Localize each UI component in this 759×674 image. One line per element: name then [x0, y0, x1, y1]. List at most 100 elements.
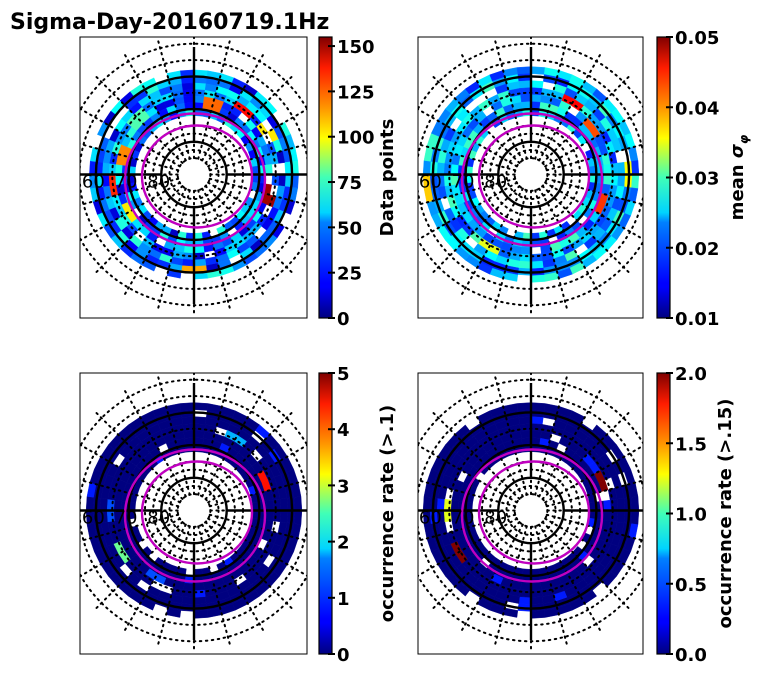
latitude-circles — [80, 383, 307, 640]
heatmap-cell — [609, 498, 619, 511]
heatmap-cell — [630, 510, 640, 525]
heatmap-cell — [609, 162, 619, 175]
dotted-mlt-meridian — [545, 177, 643, 206]
heatmap-cell — [530, 274, 546, 283]
dotted-mlt-meridian — [541, 185, 632, 275]
colorbar-gradient — [318, 36, 333, 319]
heatmap-cell — [266, 510, 275, 522]
phi-subscript: φ — [737, 134, 751, 144]
heatmap-cell — [183, 95, 195, 104]
dotted-mlt-meridian — [418, 143, 517, 172]
heatmap-cell — [603, 510, 612, 522]
dotted-mlt-meridian — [430, 521, 521, 611]
heatmap-cell — [193, 589, 206, 598]
oval-equatorward-boundary — [123, 448, 267, 583]
colorbar-label: mean σφ — [727, 134, 751, 220]
heatmap-cell — [516, 402, 532, 411]
colorbar-tick-label: 0.01 — [675, 309, 719, 330]
colorbar-tick-label: 150 — [337, 37, 375, 58]
auroral-oval-boundaries — [123, 448, 267, 583]
heatmap-cell — [616, 498, 626, 511]
dotted-mlt-meridian — [93, 410, 184, 500]
heatmap-cell — [611, 474, 622, 489]
heatmap-cell — [530, 589, 543, 598]
dotted-mlt-meridian — [80, 142, 180, 172]
dotted-mlt-meridian — [208, 513, 307, 542]
dotted-mlt-meridian — [418, 517, 518, 577]
sigma-symbol: σ — [727, 143, 748, 158]
dotted-mlt-meridian — [538, 387, 603, 498]
dotted-mlt-meridian — [541, 521, 632, 611]
heatmap-cell — [530, 430, 542, 439]
oval-poleward-boundary — [140, 124, 254, 229]
colorbar-tick-label: 0.05 — [675, 28, 719, 49]
colorbar-tick-label: 1.5 — [675, 434, 707, 455]
panel-3: 60 70 80 0 1 2 3 4 5 occurrence rate (>.1) — [79, 364, 398, 666]
heatmap-cell — [181, 596, 195, 605]
colorbar-tick-label: 5 — [337, 364, 350, 385]
dotted-mlt-meridian — [93, 521, 184, 611]
dotted-mlt-meridian — [430, 410, 521, 500]
dotted-mlt-meridian — [207, 444, 307, 504]
heatmap-cell — [266, 499, 275, 511]
heatmap-cell — [183, 430, 195, 439]
colorbar-tick-label: 0.02 — [675, 239, 719, 260]
dotted-mlt-meridian — [430, 74, 521, 164]
heatmap-cell — [530, 423, 543, 432]
dotted-mlt-meridian — [493, 525, 528, 648]
dotted-mlt-meridian — [544, 444, 643, 504]
heatmap-cell — [530, 260, 544, 269]
heatmap-cell — [630, 496, 640, 511]
latitude-label-80: 80 — [484, 172, 507, 193]
dotted-mlt-meridian — [122, 51, 187, 162]
dotted-mlt-meridian — [493, 373, 528, 496]
dotted-mlt-meridian — [122, 387, 187, 498]
dotted-mlt-meridian — [197, 189, 232, 312]
colorbar: 0 25 50 75 100 125 150 Data points — [318, 36, 398, 330]
auroral-oval-boundaries — [460, 448, 604, 583]
dotted-mlt-meridian — [545, 479, 643, 508]
axes-frame — [417, 372, 644, 655]
heatmap-cell — [193, 245, 205, 254]
heatmap-cell — [530, 596, 544, 605]
dotted-mlt-meridian — [459, 523, 524, 634]
heatmap-cell — [183, 582, 195, 591]
colorbar-tick-label: 0.03 — [675, 169, 719, 190]
latitude-label-70: 70 — [452, 508, 475, 529]
dotted-mlt-meridian — [201, 187, 266, 298]
latitude-label-60: 60 — [82, 172, 105, 193]
dotted-mlt-meridian — [493, 37, 528, 160]
auroral-oval-boundaries — [123, 112, 267, 247]
heatmap-cell — [530, 610, 546, 619]
dotted-mlt-meridian — [204, 185, 295, 275]
dotted-mlt-meridian — [197, 373, 232, 496]
colorbar-tick-label: 100 — [337, 128, 375, 149]
dotted-mlt-meridian — [201, 523, 266, 634]
dotted-mlt-meridian — [544, 517, 643, 577]
oval-poleward-boundary — [477, 124, 591, 229]
colorbar-tick-label: 2 — [337, 533, 350, 554]
heatmap-cell — [530, 66, 546, 75]
dotted-mlt-meridian — [493, 189, 528, 312]
latitude-label-60: 60 — [419, 508, 442, 529]
heatmap-cell — [609, 510, 619, 523]
colorbar-tick-label: 0.0 — [675, 645, 707, 666]
heatmap-cell — [603, 499, 612, 511]
dotted-mlt-meridian — [156, 37, 191, 160]
dotted-mlt-meridian — [80, 478, 180, 508]
heatmap-cell — [518, 596, 532, 605]
dotted-mlt-meridian — [545, 513, 643, 542]
panel-4: 60 70 80 0.0 0.5 1.0 1.5 2.0 occurrence rate (>.… — [417, 364, 736, 666]
colorbar-label: occurrence rate (>.1) — [377, 405, 398, 622]
dotted-mlt-meridian — [122, 523, 187, 634]
heatmap-cell — [520, 582, 532, 591]
colorbar: 0 1 2 3 4 5 occurrence rate (>.1) — [318, 364, 398, 666]
dotted-mlt-meridian — [430, 185, 521, 275]
dotted-mlt-meridian — [418, 177, 517, 206]
dotted-mlt-meridian — [207, 517, 307, 577]
heatmap-cell — [181, 82, 195, 91]
heatmap-cell — [630, 160, 640, 175]
heatmap-cell — [519, 87, 532, 96]
heatmap-cell — [193, 582, 205, 591]
